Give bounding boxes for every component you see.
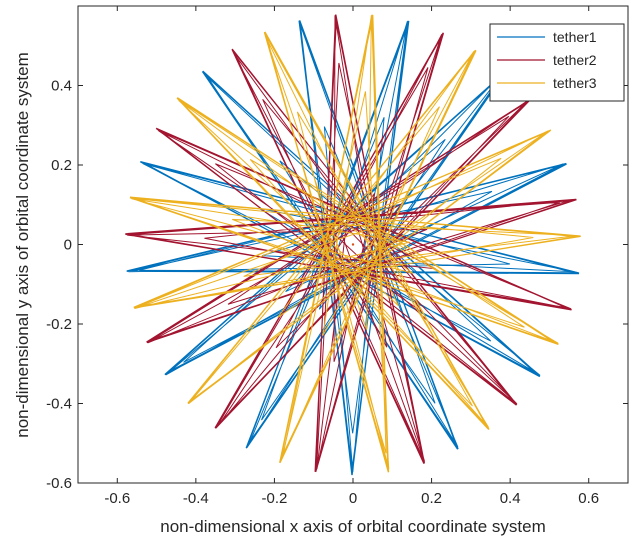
x-tick-label: -0.2 [261, 490, 287, 507]
x-axis-ticks: -0.6 -0.4 -0.2 0 0.2 0.4 0.6 [104, 6, 599, 507]
y-axis-ticks: -0.6 -0.4 -0.2 0 0.2 0.4 [46, 78, 628, 492]
y-tick-label: 0.4 [51, 78, 72, 95]
x-tick-label: 0.4 [500, 490, 521, 507]
legend: tether1 tether2 tether3 [489, 23, 625, 102]
legend-label-tether3: tether3 [553, 75, 597, 91]
y-tick-label: 0.2 [51, 157, 72, 174]
series-line-tether3 [129, 14, 581, 473]
center-point [351, 243, 355, 246]
y-tick-label: -0.2 [46, 316, 72, 333]
legend-label-tether1: tether1 [553, 29, 597, 45]
legend-label-tether2: tether2 [553, 52, 597, 68]
x-tick-label: 0.2 [421, 490, 442, 507]
x-tick-label: 0.6 [578, 490, 599, 507]
x-tick-label: -0.6 [104, 490, 130, 507]
y-axis-label: non-dimensional y axis of orbital coordi… [13, 52, 32, 438]
series-group [125, 14, 581, 476]
x-tick-label: -0.4 [183, 490, 209, 507]
x-axis-label: non-dimensional x axis of orbital coordi… [160, 517, 546, 536]
x-tick-label: 0 [349, 490, 357, 507]
y-tick-label: -0.6 [46, 475, 72, 492]
y-tick-label: -0.4 [46, 396, 72, 413]
y-tick-label: 0 [64, 237, 72, 254]
